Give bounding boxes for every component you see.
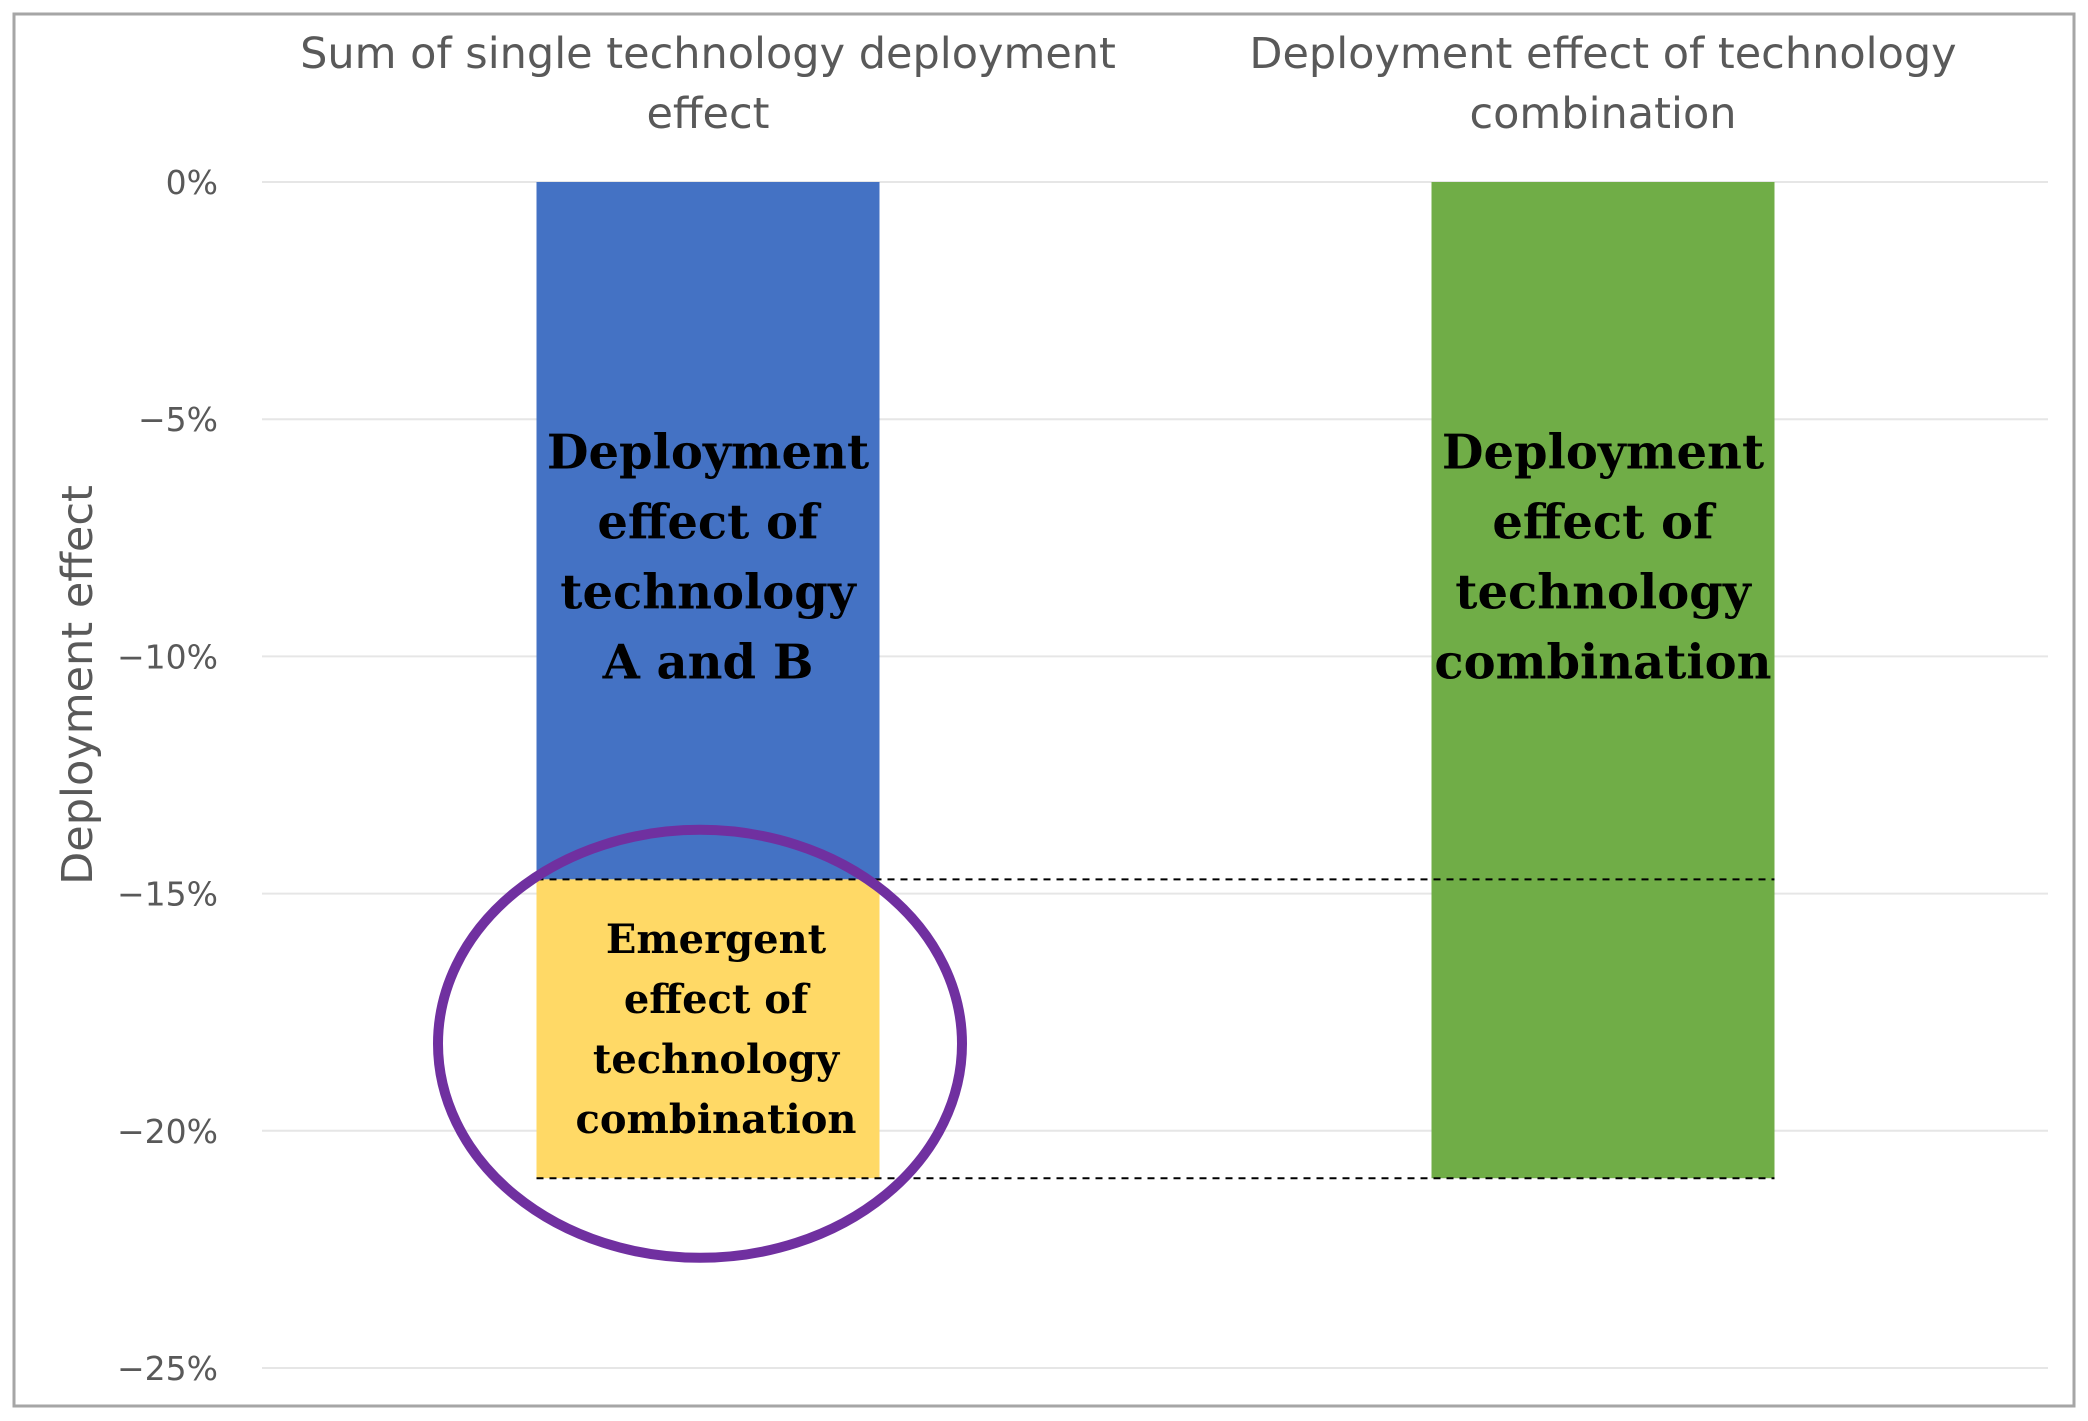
segment-label-line: Deployment <box>1442 425 1764 481</box>
bar-segment <box>1431 182 1775 1179</box>
category-label: Sum of single technology deployment effec… <box>300 29 1116 139</box>
bar-segment <box>536 182 880 880</box>
segment-label-line: Deployment <box>547 425 869 481</box>
segment-label-line: A and B <box>602 635 814 691</box>
y-tick-label: −10% <box>117 637 218 676</box>
y-tick-label: −25% <box>117 1349 218 1388</box>
y-tick-label: −15% <box>117 875 218 914</box>
segment-label: Emergent effect of technology combination <box>576 916 857 1143</box>
segment-label: Deployment effect of technology combination <box>1434 425 1771 691</box>
segment-label: Deployment effect of technology A and B <box>547 425 869 691</box>
segment-label-line: effect of <box>597 495 822 551</box>
highlight-ellipse <box>433 824 967 1263</box>
segment-label-line: effect of <box>1492 495 1717 551</box>
y-axis-ticks: 0% −5% −10% −15% −20% −25% <box>117 163 218 1388</box>
category-label: Deployment effect of technology combinati… <box>1249 29 1956 139</box>
y-tick-label: 0% <box>166 163 218 202</box>
bars <box>536 182 1775 1179</box>
segment-labels: Deployment effect of technology A and B Emer… <box>547 425 1772 1143</box>
segment-label-line: Emergent <box>606 916 827 963</box>
segment-label-line: combination <box>1434 635 1771 691</box>
category-label-line: Deployment effect of technology <box>1249 29 1956 79</box>
y-tick-label: −5% <box>138 400 218 439</box>
segment-label-line: technology <box>593 1036 841 1083</box>
y-tick-label: −20% <box>117 1112 218 1151</box>
category-label-line: combination <box>1469 89 1736 139</box>
segment-label-line: combination <box>576 1096 857 1143</box>
segment-label-line: technology <box>560 565 858 621</box>
segment-label-line: technology <box>1455 565 1753 621</box>
category-labels: Sum of single technology deployment effec… <box>300 29 1957 139</box>
category-label-line: effect <box>646 89 769 139</box>
reference-lines <box>536 878 1775 1180</box>
bar-segment <box>536 879 880 1179</box>
segment-label-line: effect of <box>624 976 811 1023</box>
category-label-line: Sum of single technology deployment <box>300 29 1116 79</box>
y-axis-title: Deployment effect <box>53 485 103 885</box>
